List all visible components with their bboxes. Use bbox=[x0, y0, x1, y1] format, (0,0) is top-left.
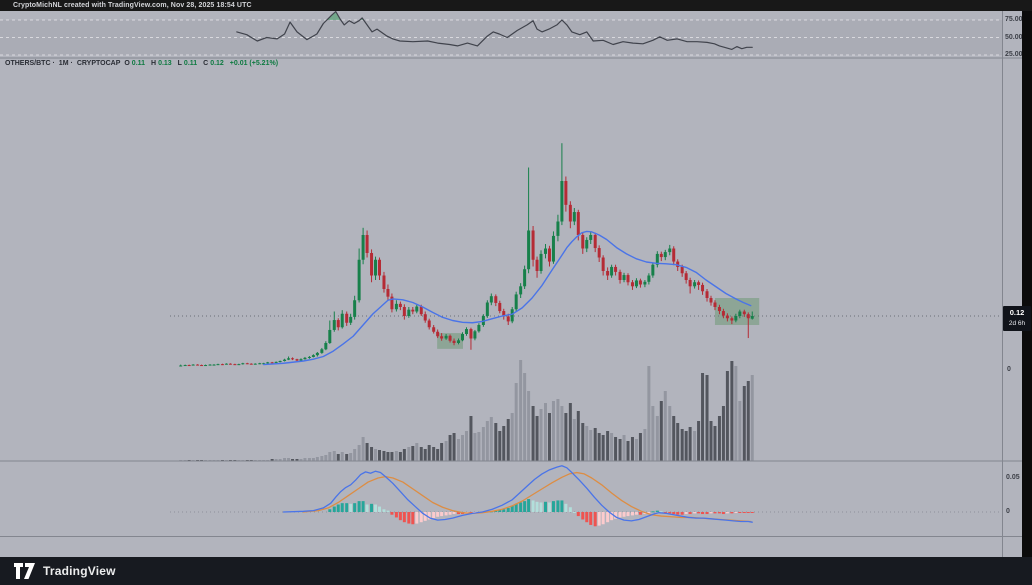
rsi-axis-label: 75.00 bbox=[1005, 16, 1023, 23]
candles bbox=[179, 143, 754, 367]
macd-line bbox=[282, 465, 753, 523]
change-value: +0.01 (+5.21%) bbox=[229, 60, 279, 67]
ohlc-open: O 0.11 bbox=[124, 60, 146, 67]
price-axis-zero-label: 0 bbox=[1007, 365, 1011, 373]
page-right-margin bbox=[1022, 0, 1032, 557]
volume-bars bbox=[179, 360, 754, 461]
rsi-axis-label: 25.00 bbox=[1005, 51, 1023, 58]
exchange: CRYPTOCAP bbox=[76, 60, 121, 67]
footer-bar: TradingView bbox=[0, 557, 1032, 585]
attribution-text: CryptoMichNL created with TradingView.co… bbox=[13, 2, 252, 9]
interval[interactable]: 1M bbox=[58, 60, 69, 67]
ohlc-low: L 0.11 bbox=[177, 60, 198, 67]
macd-signal-line bbox=[302, 471, 752, 523]
rsi-axis-label: 50.00 bbox=[1005, 33, 1023, 41]
price-axis[interactable] bbox=[1002, 11, 1023, 557]
time-axis[interactable] bbox=[0, 536, 1022, 558]
ohlc-close: C 0.12 bbox=[203, 60, 224, 67]
ma-line bbox=[263, 230, 752, 366]
tradingview-brand-text[interactable]: TradingView bbox=[43, 564, 116, 578]
rsi-line bbox=[236, 11, 753, 51]
rsi-pane[interactable] bbox=[0, 11, 1002, 56]
bar-countdown: 2d 6h bbox=[1008, 320, 1026, 327]
symbol-name[interactable]: OTHERS/BTC bbox=[5, 60, 51, 67]
last-price-label: 0.12 2d 6h bbox=[1003, 306, 1031, 331]
tradingview-logo-icon[interactable] bbox=[14, 563, 36, 579]
ohlc-high: H 0.13 bbox=[151, 60, 172, 67]
macd-pane[interactable] bbox=[170, 465, 1002, 527]
macd-axis-label: 0.05 bbox=[1006, 473, 1020, 481]
macd-axis-label: 0 bbox=[1006, 507, 1010, 515]
macd-histogram bbox=[328, 499, 754, 527]
price-pane[interactable] bbox=[170, 143, 1002, 461]
last-price-value: 0.12 bbox=[1009, 308, 1025, 317]
chart-background bbox=[0, 11, 1022, 557]
attribution-bar: CryptoMichNL created with TradingView.co… bbox=[0, 0, 1032, 11]
